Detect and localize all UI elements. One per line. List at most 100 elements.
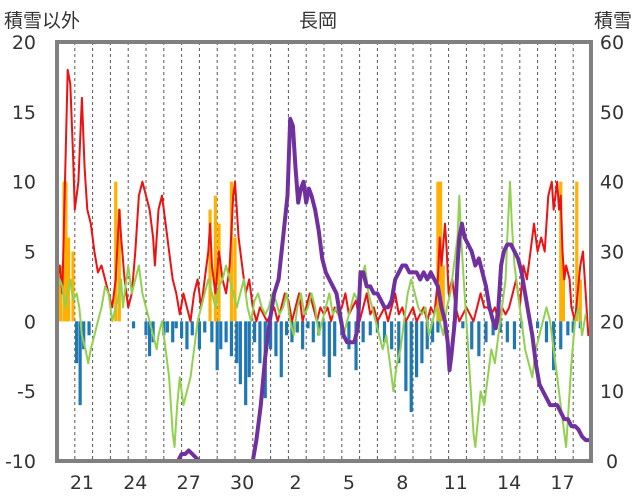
blue-bar: [244, 321, 248, 406]
x-tick-label: 2: [289, 472, 301, 494]
right-axis-label: 積雪: [594, 10, 632, 32]
blue-bar: [87, 321, 91, 336]
blue-bar: [258, 321, 262, 364]
blue-bar: [197, 321, 201, 350]
red-line: [56, 68, 590, 337]
blue-bar: [74, 321, 79, 364]
x-tick-label: 11: [444, 472, 468, 494]
blue-bar: [235, 321, 239, 364]
blue-bar: [180, 321, 184, 339]
blue-bar: [470, 321, 474, 350]
blue-bar: [461, 321, 465, 329]
blue-bar: [322, 321, 326, 357]
blue-bar: [420, 321, 424, 364]
blue-bar: [477, 321, 481, 357]
blue-bar: [436, 321, 440, 333]
left-tick-label: 5: [24, 242, 36, 264]
blue-bar: [306, 321, 310, 329]
blue-bar: [484, 321, 488, 343]
blue-bar: [279, 321, 283, 378]
orange-bar: [578, 279, 582, 322]
blue-bar: [174, 321, 178, 329]
blue-bar: [165, 321, 169, 333]
blue-bar: [559, 321, 563, 350]
blue-bar: [571, 321, 575, 333]
blue-bar: [505, 321, 509, 343]
orange-bar: [64, 181, 68, 322]
blue-bar: [247, 321, 251, 378]
blue-bar: [274, 321, 278, 357]
orange-bar: [441, 265, 445, 322]
blue-bar: [491, 321, 495, 336]
blue-bar: [190, 321, 194, 336]
left-tick-label: -5: [17, 381, 36, 403]
green-line: [56, 180, 587, 448]
line-series: [55, 68, 592, 463]
blue-bar: [269, 321, 273, 350]
blue-bar: [354, 321, 358, 371]
blue-bar: [390, 321, 394, 350]
blue-bar: [414, 321, 419, 378]
orange-bar: [559, 181, 563, 322]
blue-bar: [285, 321, 289, 336]
blue-bar: [368, 321, 372, 336]
blue-bar: [224, 321, 228, 343]
left-axis-ticks: 20 15 10 5 0 -5 -10: [5, 32, 36, 473]
blue-bar: [219, 321, 223, 350]
right-tick-label: 60: [600, 32, 624, 54]
blue-bar: [131, 321, 136, 329]
x-tick-label: 21: [70, 472, 94, 494]
blue-bar: [238, 321, 242, 385]
blue-bar: [82, 321, 86, 350]
right-tick-label: 10: [600, 381, 624, 403]
x-tick-label: 30: [230, 472, 254, 494]
orange-bar: [217, 223, 221, 322]
blue-bar: [311, 321, 315, 343]
blue-bar: [144, 321, 148, 336]
orange-bar: [575, 181, 579, 322]
blue-bar: [203, 321, 207, 333]
blue-bar: [404, 321, 408, 392]
x-tick-label: 27: [177, 472, 201, 494]
blue-bar: [327, 321, 331, 378]
blue-bar: [229, 321, 234, 357]
plot-frame: [55, 40, 593, 463]
blue-bar: [397, 321, 401, 364]
blue-bar: [215, 321, 219, 371]
orange-bar: [233, 237, 237, 322]
blue-bar: [185, 321, 189, 350]
blue-bar: [430, 321, 435, 343]
blue-bar: [347, 321, 351, 350]
blue-bar: [425, 321, 429, 350]
x-tick-label: 17: [550, 472, 574, 494]
blue-bar: [333, 321, 337, 357]
orange-bar: [213, 195, 218, 322]
left-tick-label: 20: [12, 32, 36, 54]
orange-bar: [58, 265, 63, 322]
right-tick-label: 40: [600, 172, 624, 194]
chart-title: 長岡: [299, 10, 337, 32]
x-axis-ticks: 21 24 27 30 2 5 8 11 14 17: [70, 472, 575, 494]
blue-bar: [210, 321, 214, 343]
blue-bar: [544, 321, 549, 343]
left-tick-label: -10: [5, 451, 36, 473]
orange-bar: [561, 265, 566, 322]
blue-bar: [78, 321, 82, 406]
blue-bar: [566, 321, 570, 336]
blue-bar: [409, 321, 413, 413]
orange-bar: [229, 181, 234, 322]
left-tick-label: 15: [12, 102, 36, 124]
left-tick-label: 10: [12, 172, 36, 194]
x-tick-label: 8: [396, 472, 408, 494]
purple-line: [55, 116, 592, 463]
orange-bar: [71, 251, 75, 322]
orange-bar: [208, 209, 212, 322]
blue-bar: [512, 321, 517, 350]
blue-bar: [361, 321, 365, 343]
left-axis-label: 積雪以外: [4, 10, 80, 32]
blue-bar: [252, 321, 257, 343]
right-tick-label: 0: [606, 451, 618, 473]
right-tick-label: 30: [600, 242, 624, 264]
